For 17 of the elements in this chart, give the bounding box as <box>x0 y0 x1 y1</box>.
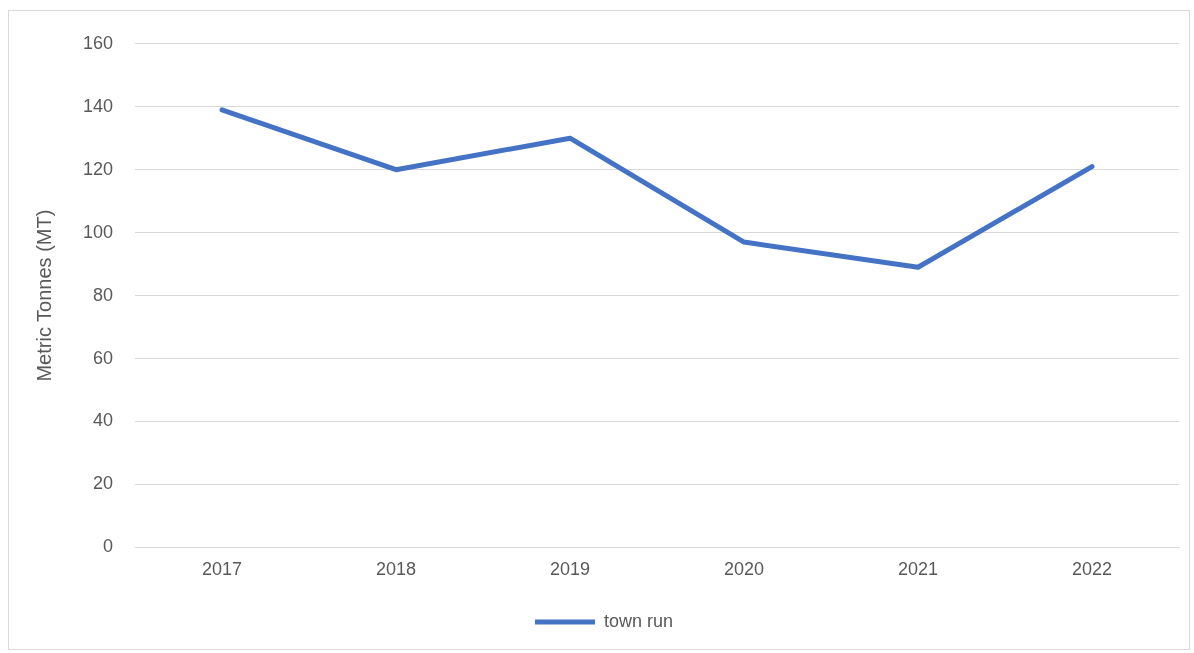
y-tick-label: 160 <box>82 32 114 53</box>
x-tick-label: 2022 <box>1071 559 1113 580</box>
y-tick-label: 60 <box>93 347 114 368</box>
legend-label: town run <box>603 610 674 631</box>
x-tick-label: 2018 <box>376 559 417 580</box>
y-axis-title: Metric Tonnes (MT) <box>32 209 55 382</box>
x-tick-label: 2021 <box>897 559 939 580</box>
y-tick-label: 0 <box>103 536 114 557</box>
y-tick-label: 100 <box>82 221 114 242</box>
y-tick-label: 120 <box>82 158 114 179</box>
x-tick-label: 2020 <box>723 559 765 580</box>
y-tick-label: 80 <box>93 284 114 305</box>
y-tick-label: 20 <box>93 473 114 494</box>
x-tick-label: 2017 <box>202 559 243 580</box>
y-tick-label: 40 <box>93 410 114 431</box>
y-tick-label: 140 <box>82 95 114 116</box>
x-tick-label: 2019 <box>550 559 591 580</box>
